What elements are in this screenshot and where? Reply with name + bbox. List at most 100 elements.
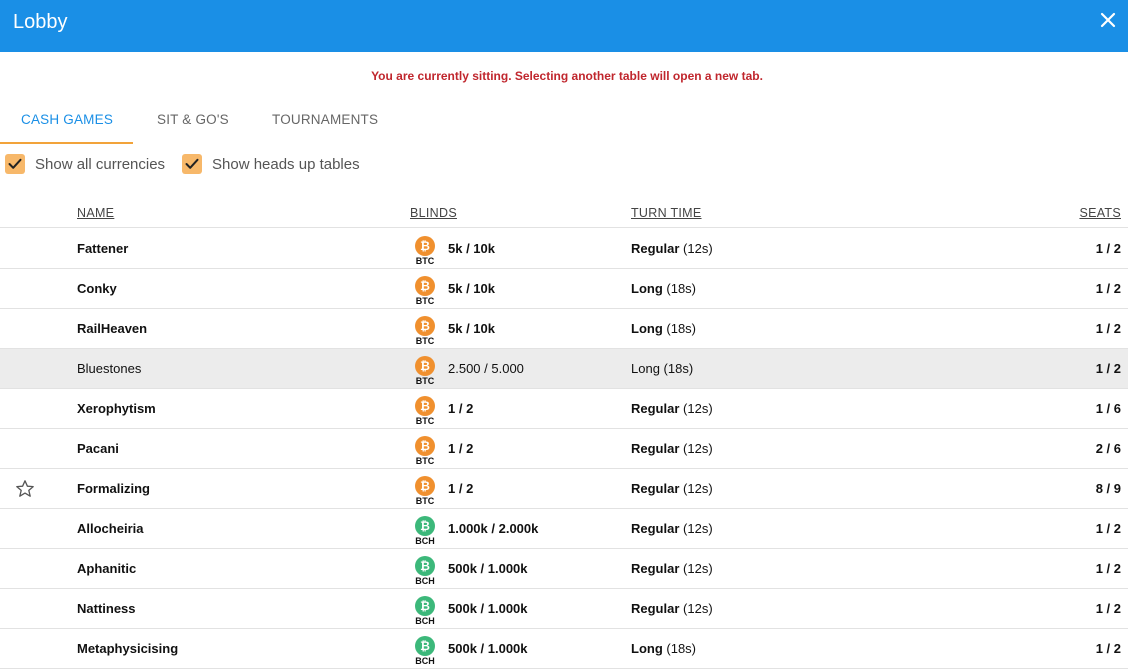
turn-seconds: (18s)	[666, 281, 697, 296]
coin-symbol: ₿	[415, 396, 435, 416]
column-header-name[interactable]: NAME	[77, 206, 115, 220]
table-blinds: 500k / 1.000k	[448, 561, 528, 576]
sitting-notice: You are currently sitting. Selecting ano…	[371, 69, 763, 83]
show-all-currencies-label: Show all currencies	[35, 155, 166, 173]
table-name: Aphanitic	[77, 561, 137, 576]
table-row[interactable]: Fattener ₿ BTC 5k / 10k Regular (12s) 1 …	[0, 229, 1128, 269]
coin-symbol: ₿	[415, 236, 435, 256]
currency-code: BTC	[415, 416, 435, 426]
table-name: Bluestones	[77, 361, 142, 376]
show-all-currencies-checkbox[interactable]	[5, 154, 25, 174]
table-blinds: 5k / 10k	[448, 241, 495, 256]
table-blinds: 500k / 1.000k	[448, 641, 528, 656]
turn-seconds: (18s)	[663, 361, 694, 376]
turn-speed: Regular	[631, 241, 680, 256]
turn-speed: Regular	[631, 521, 680, 536]
window-title: Lobby	[13, 11, 68, 33]
table-row[interactable]: Formalizing ₿ BTC 1 / 2 Regular (12s) 8 …	[0, 469, 1128, 509]
table-turn-time: Regular (12s)	[631, 241, 713, 256]
table-blinds: 500k / 1.000k	[448, 601, 528, 616]
table-header: NAME BLINDS TURN TIME SEATS	[0, 200, 1128, 228]
bitcoin-icon: ₿ BTC	[414, 316, 436, 346]
tab-tournaments[interactable]: TOURNAMENTS	[272, 112, 379, 127]
currency-code: BCH	[415, 616, 435, 626]
turn-speed: Regular	[631, 401, 680, 416]
bitcoin-icon: ₿ BTC	[414, 396, 436, 426]
table-name: Xerophytism	[77, 401, 156, 416]
bitcoin-cash-icon: ₿ BCH	[414, 636, 436, 666]
table-row[interactable]: Bluestones ₿ BTC 2.500 / 5.000 Long (18s…	[0, 349, 1128, 389]
table-name: Conky	[77, 281, 117, 296]
turn-speed: Long	[631, 321, 663, 336]
currency-code: BTC	[415, 296, 435, 306]
table-turn-time: Long (18s)	[631, 281, 696, 296]
turn-speed: Long	[631, 281, 663, 296]
check-icon	[185, 158, 199, 169]
bitcoin-cash-icon: ₿ BCH	[414, 596, 436, 626]
coin-symbol: ₿	[415, 556, 435, 576]
coin-symbol: ₿	[415, 356, 435, 376]
turn-seconds: (12s)	[683, 401, 713, 416]
tables-list: Fattener ₿ BTC 5k / 10k Regular (12s) 1 …	[0, 229, 1128, 669]
table-seats: 1 / 2	[1095, 361, 1121, 376]
coin-symbol: ₿	[415, 596, 435, 616]
table-seats: 8 / 9	[1095, 481, 1121, 496]
table-seats: 2 / 6	[1095, 441, 1121, 456]
filters: Show all currencies Show heads up tables	[0, 152, 1128, 178]
table-seats: 1 / 6	[1095, 401, 1121, 416]
bitcoin-icon: ₿ BTC	[414, 476, 436, 506]
table-name: Fattener	[77, 241, 129, 256]
table-seats: 1 / 2	[1095, 601, 1121, 616]
turn-speed: Regular	[631, 601, 680, 616]
table-blinds: 5k / 10k	[448, 321, 495, 336]
table-turn-time: Regular (12s)	[631, 561, 713, 576]
table-seats: 1 / 2	[1095, 321, 1121, 336]
table-blinds: 1.000k / 2.000k	[448, 521, 539, 536]
turn-seconds: (12s)	[683, 561, 713, 576]
turn-speed: Regular	[631, 441, 680, 456]
star-icon[interactable]	[15, 479, 35, 499]
turn-seconds: (12s)	[683, 241, 713, 256]
show-heads-up-checkbox[interactable]	[182, 154, 202, 174]
table-name: Pacani	[77, 441, 119, 456]
show-heads-up-label: Show heads up tables	[212, 155, 360, 173]
bitcoin-cash-icon: ₿ BCH	[414, 516, 436, 546]
table-row[interactable]: Allocheiria ₿ BCH 1.000k / 2.000k Regula…	[0, 509, 1128, 549]
show-all-currencies-toggle[interactable]: Show all currencies	[5, 152, 165, 176]
coin-symbol: ₿	[415, 276, 435, 296]
close-icon[interactable]	[1098, 10, 1118, 30]
table-row[interactable]: Aphanitic ₿ BCH 500k / 1.000k Regular (1…	[0, 549, 1128, 589]
table-row[interactable]: Xerophytism ₿ BTC 1 / 2 Regular (12s) 1 …	[0, 389, 1128, 429]
show-heads-up-toggle[interactable]: Show heads up tables	[182, 152, 360, 176]
column-header-seats[interactable]: SEATS	[1079, 206, 1121, 220]
bitcoin-icon: ₿ BTC	[414, 236, 436, 266]
table-seats: 1 / 2	[1095, 241, 1121, 256]
active-tab-indicator	[0, 142, 133, 144]
lobby-header: Lobby	[0, 0, 1128, 52]
lobby-tabs: CASH GAMES SIT & GO'S TOURNAMENTS	[0, 100, 1128, 144]
table-row[interactable]: Conky ₿ BTC 5k / 10k Long (18s) 1 / 2	[0, 269, 1128, 309]
table-name: RailHeaven	[77, 321, 148, 336]
table-blinds: 2.500 / 5.000	[448, 361, 524, 376]
bitcoin-cash-icon: ₿ BCH	[414, 556, 436, 586]
coin-symbol: ₿	[415, 636, 435, 656]
currency-code: BTC	[415, 376, 435, 386]
table-row[interactable]: Metaphysicising ₿ BCH 500k / 1.000k Long…	[0, 629, 1128, 669]
currency-code: BCH	[415, 576, 435, 586]
table-row[interactable]: RailHeaven ₿ BTC 5k / 10k Long (18s) 1 /…	[0, 309, 1128, 349]
coin-symbol: ₿	[415, 316, 435, 336]
currency-code: BTC	[415, 496, 435, 506]
table-row[interactable]: Pacani ₿ BTC 1 / 2 Regular (12s) 2 / 6	[0, 429, 1128, 469]
tab-sit-and-gos[interactable]: SIT & GO'S	[157, 112, 229, 127]
table-row[interactable]: Nattiness ₿ BCH 500k / 1.000k Regular (1…	[0, 589, 1128, 629]
bitcoin-icon: ₿ BTC	[414, 276, 436, 306]
table-name: Formalizing	[77, 481, 150, 496]
column-header-turn-time[interactable]: TURN TIME	[631, 206, 702, 220]
bitcoin-icon: ₿ BTC	[414, 436, 436, 466]
turn-seconds: (12s)	[683, 481, 713, 496]
currency-code: BTC	[415, 456, 435, 466]
table-name: Metaphysicising	[77, 641, 179, 656]
table-turn-time: Regular (12s)	[631, 441, 713, 456]
column-header-blinds[interactable]: BLINDS	[410, 206, 457, 220]
tab-cash-games[interactable]: CASH GAMES	[21, 112, 114, 127]
